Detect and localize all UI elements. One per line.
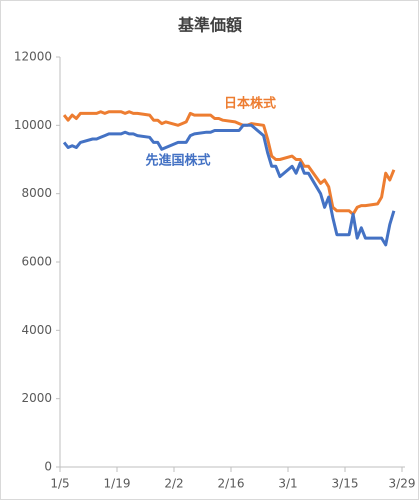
x-tick-label: 3/29 — [389, 477, 416, 491]
y-tick-label: 12000 — [14, 50, 52, 64]
x-tick-label: 2/2 — [164, 477, 183, 491]
chart-title: 基準価額 — [177, 16, 242, 35]
x-tick-label: 2/16 — [218, 477, 245, 491]
y-tick-label: 10000 — [14, 118, 52, 132]
y-tick-label: 8000 — [21, 186, 52, 200]
y-tick-label: 4000 — [21, 323, 52, 337]
x-tick-label: 1/19 — [104, 477, 131, 491]
x-tick-label: 3/15 — [332, 477, 359, 491]
x-tick-label: 1/5 — [50, 477, 69, 491]
series-label: 先進国株式 — [145, 153, 210, 169]
x-tick-label: 3/1 — [278, 477, 297, 491]
y-tick-label: 6000 — [21, 255, 52, 269]
series-label: 日本株式 — [224, 96, 276, 112]
y-tick-label: 0 — [44, 460, 52, 474]
y-tick-label: 2000 — [21, 391, 52, 405]
